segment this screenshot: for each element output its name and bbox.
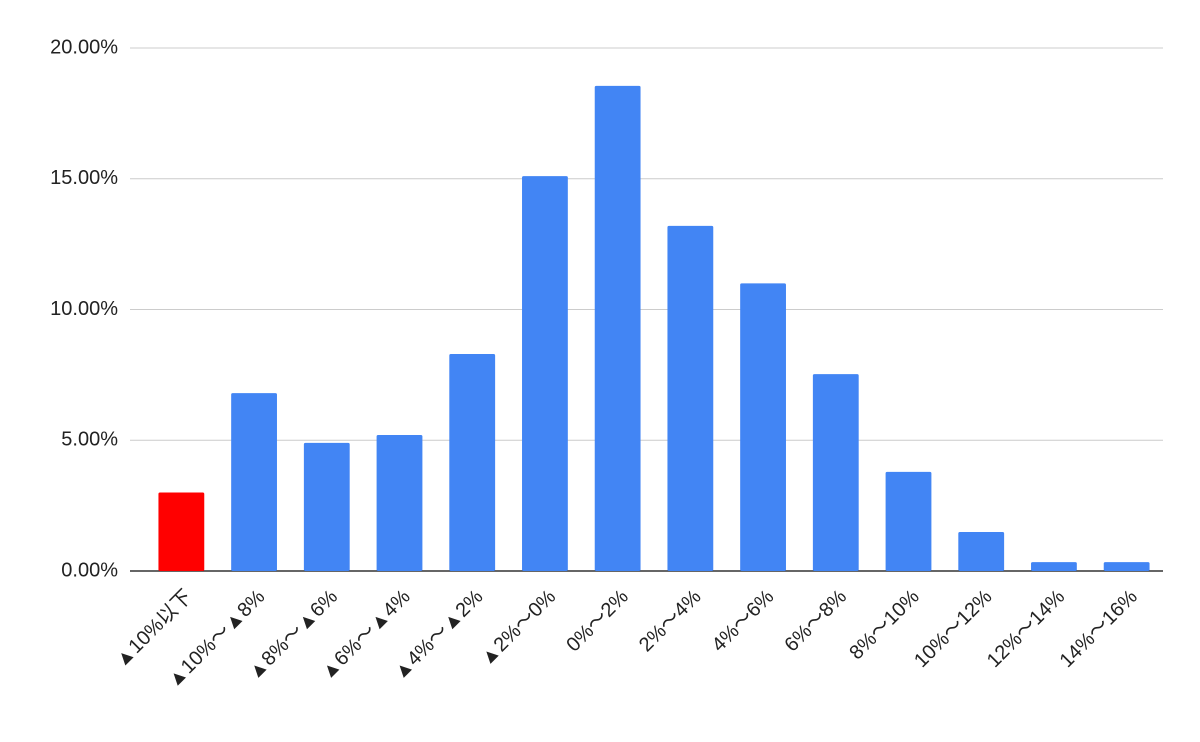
bar (667, 225, 714, 571)
bar (958, 532, 1005, 571)
x-tick-label: 14%〜16% (1056, 586, 1142, 672)
bar (522, 176, 568, 571)
x-tick-label: 4%〜6% (708, 586, 779, 657)
x-tick-label: 10%〜12% (910, 586, 996, 672)
y-tick-label: 5.00% (61, 429, 118, 451)
y-tick-label: 0.00% (61, 559, 118, 581)
bar (594, 85, 641, 571)
bar (740, 283, 786, 571)
y-tick-label: 20.00% (50, 36, 118, 58)
bar (1031, 562, 1077, 571)
bar (885, 471, 932, 571)
bar (303, 442, 350, 571)
x-tick-label: 6%〜8% (780, 586, 851, 657)
bar (376, 435, 423, 571)
x-tick-label: 8%〜10% (845, 586, 924, 665)
x-tick-label: 2%〜4% (635, 586, 706, 657)
x-tick-label: 0%〜2% (562, 586, 633, 657)
x-tick-label: ▲2%〜0% (476, 586, 561, 671)
y-tick-label: 10.00% (50, 298, 118, 320)
bar (812, 374, 859, 571)
bar (1103, 562, 1150, 571)
y-tick-label: 15.00% (50, 167, 118, 189)
x-tick-label: 12%〜14% (983, 586, 1069, 672)
bar (449, 353, 496, 571)
bar (158, 492, 205, 571)
bar (231, 393, 277, 571)
